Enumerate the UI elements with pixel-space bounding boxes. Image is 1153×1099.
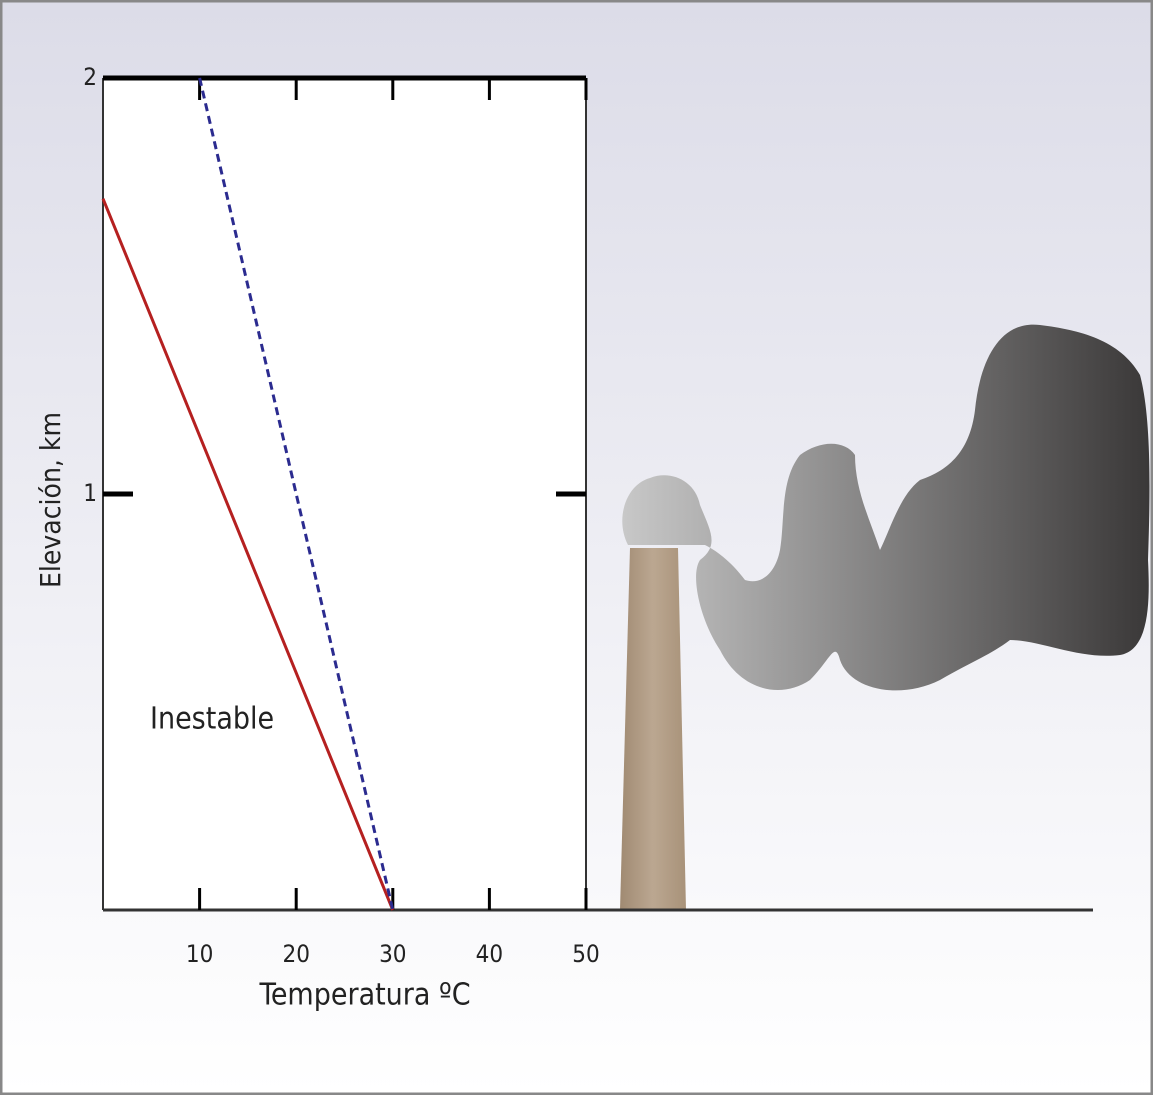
data-line [101, 198, 395, 911]
x-tick-label: 40 [476, 940, 503, 968]
y-tick-label: 2 [83, 63, 97, 91]
y-tick-label: 1 [83, 479, 97, 507]
smokestack [620, 548, 686, 910]
smoke-plume [622, 324, 1150, 691]
annotation: Inestable [150, 702, 274, 737]
x-tick-label: 30 [379, 940, 406, 968]
x-tick-label: 20 [282, 940, 309, 968]
y-axis-label: Elevación, km [34, 412, 67, 588]
x-tick-label: 10 [186, 940, 213, 968]
x-axis-label: Temperatura ºC [258, 978, 470, 1013]
x-tick-label: 50 [572, 940, 599, 968]
plot-area [103, 78, 586, 910]
